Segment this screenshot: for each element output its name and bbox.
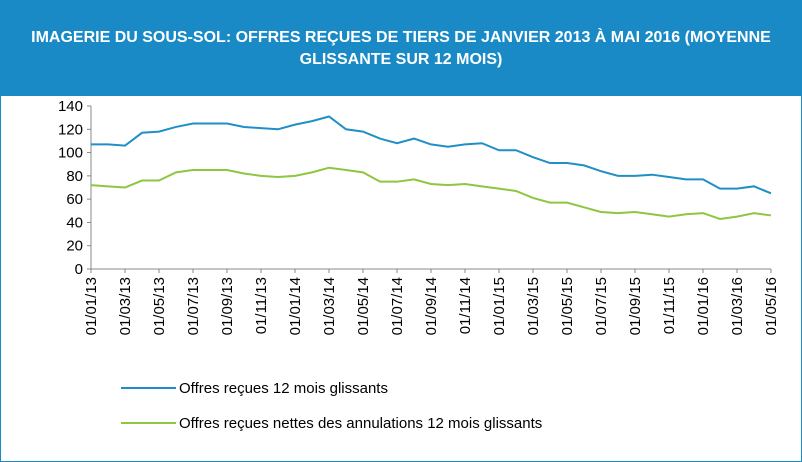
y-tick-label: 40 [66, 214, 83, 231]
y-tick-label: 120 [58, 121, 83, 138]
x-tick-label: 01/09/13 [219, 277, 236, 335]
chart-title: IMAGERIE DU SOUS-SOL: OFFRES REÇUES DE T… [31, 28, 771, 68]
x-tick-label: 01/11/13 [253, 277, 270, 334]
header: IMAGERIE DU SOUS-SOL: OFFRES REÇUES DE T… [1, 1, 801, 96]
series-line [90, 166, 772, 220]
y-tick-label: 100 [58, 145, 83, 162]
x-tick-label: 01/05/13 [151, 277, 168, 335]
y-tick-label: 0 [75, 261, 83, 278]
x-tick-label: 01/01/13 [83, 277, 100, 335]
x-tick-label: 01/11/14 [457, 277, 474, 334]
x-tick-label: 01/05/14 [355, 277, 372, 335]
x-tick-label: 01/05/15 [559, 277, 576, 335]
x-tick-label: 01/09/14 [423, 277, 440, 335]
y-tick-label: 60 [66, 191, 83, 208]
x-tick-label: 01/03/16 [729, 277, 746, 335]
y-tick-label: 80 [66, 168, 83, 185]
x-tick-label: 01/03/13 [117, 277, 134, 335]
x-tick-label: 01/07/13 [185, 277, 202, 335]
y-tick-label: 20 [66, 238, 83, 255]
x-tick-label: 01/01/15 [491, 277, 508, 335]
x-tick-label: 01/03/14 [321, 277, 338, 335]
legend-label: Offres reçues nettes des annulations 12 … [179, 415, 542, 432]
x-tick-label: 01/09/15 [627, 277, 644, 335]
y-tick-label: 140 [58, 98, 83, 115]
x-tick-label: 01/11/15 [661, 277, 678, 334]
legend-label: Offres reçues 12 mois glissants [179, 380, 388, 397]
series-line [91, 115, 772, 195]
x-tick-label: 01/03/15 [525, 277, 542, 335]
x-tick-label: 01/01/14 [287, 277, 304, 335]
x-tick-label: 01/07/15 [593, 277, 610, 335]
x-tick-label: 01/01/16 [695, 277, 712, 335]
x-tick-label: 01/05/16 [763, 277, 780, 335]
x-tick-label: 01/07/14 [389, 277, 406, 335]
